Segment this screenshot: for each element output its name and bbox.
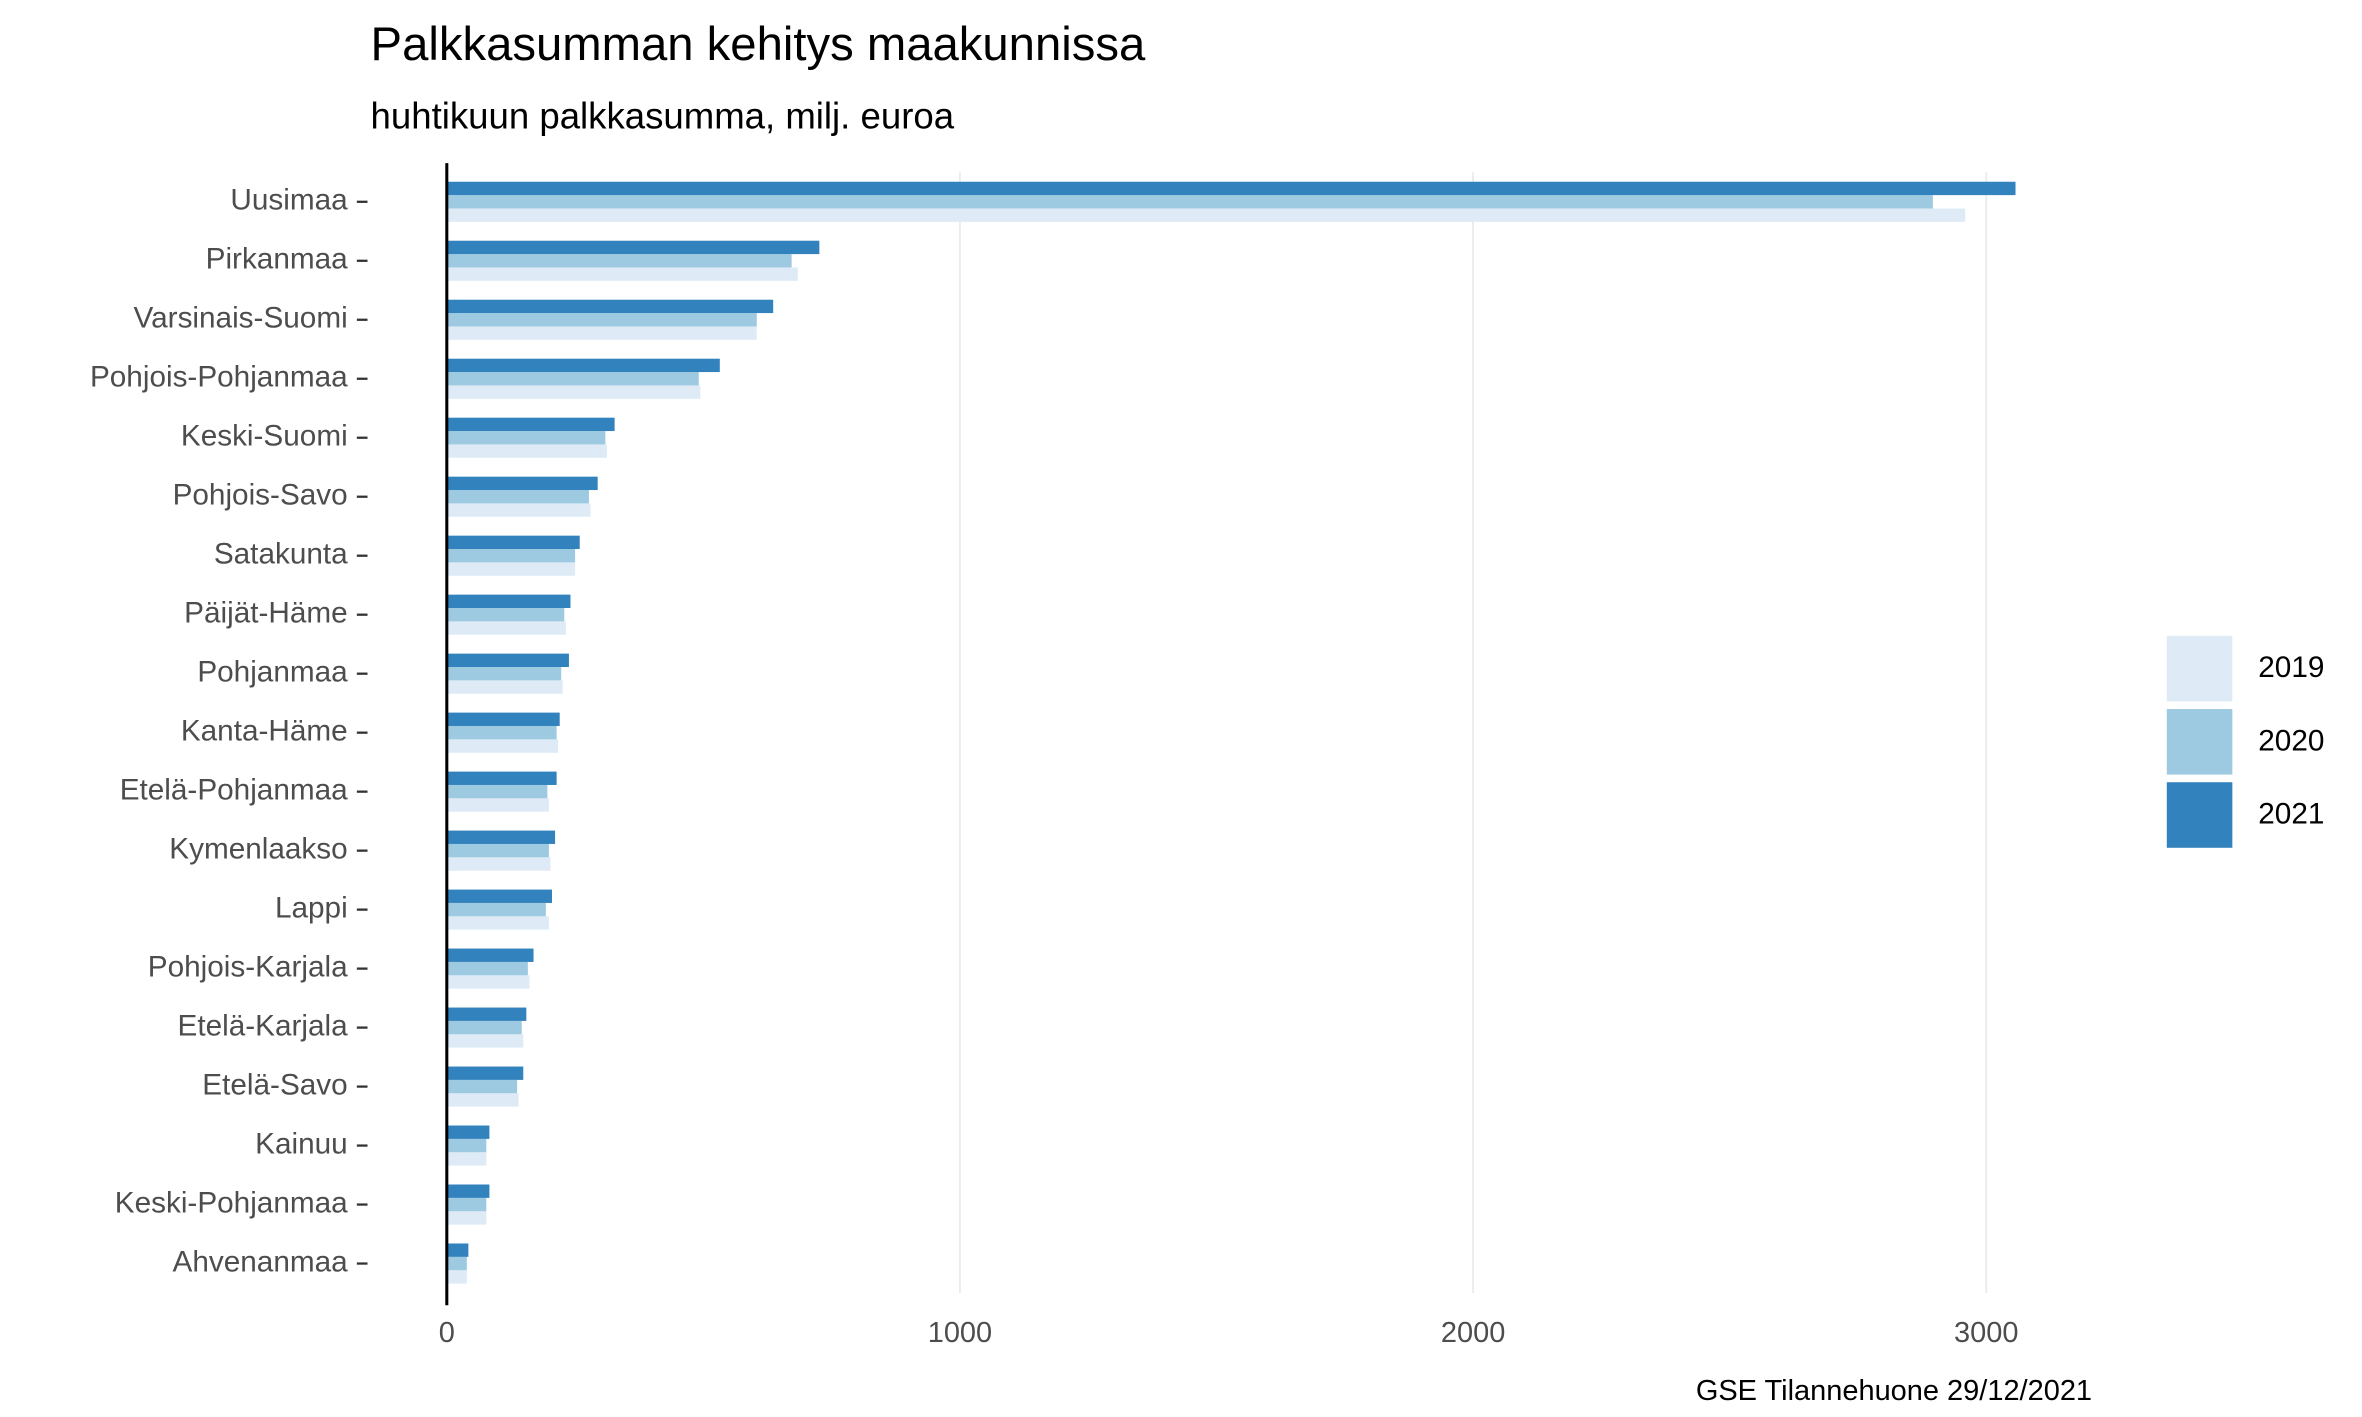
- bar: [446, 1007, 527, 1021]
- y-tick-label: Etelä-Karjala: [178, 1009, 349, 1042]
- bar: [446, 712, 560, 726]
- bar: [446, 385, 701, 399]
- chart-subtitle: huhtikuun palkkasumma, milj. euroa: [371, 96, 955, 137]
- bar: [446, 916, 549, 930]
- bar: [446, 444, 607, 458]
- bar: [446, 254, 792, 268]
- bar: [446, 372, 699, 386]
- bar: [446, 857, 551, 871]
- bar: [446, 1125, 490, 1139]
- bar: [446, 1184, 490, 1198]
- bar: [446, 666, 562, 681]
- bar: [446, 961, 528, 976]
- chart-title: Palkkasumman kehitys maakunnissa: [371, 18, 1146, 71]
- bar: [446, 358, 720, 373]
- bar: [446, 798, 549, 812]
- bar: [446, 1152, 487, 1166]
- legend-label: 2020: [2258, 724, 2324, 757]
- y-tick-label: Ahvenanmaa: [173, 1245, 349, 1278]
- bar: [446, 503, 591, 517]
- legend-label: 2019: [2258, 651, 2324, 684]
- y-tick-label: Varsinais-Suomi: [134, 302, 348, 335]
- bar: [446, 843, 549, 858]
- bar: [446, 267, 798, 281]
- y-tick-label: Lappi: [275, 891, 348, 924]
- bar: [446, 739, 559, 753]
- bar: [446, 594, 571, 609]
- bar: [446, 1066, 524, 1080]
- bar: [446, 1093, 519, 1107]
- bar: [446, 1138, 487, 1153]
- bar: [446, 830, 556, 844]
- bar: [446, 431, 606, 445]
- bar: [446, 549, 576, 563]
- bar: [446, 313, 757, 327]
- y-tick-label: Etelä-Savo: [202, 1068, 347, 1101]
- y-tick-label: Päijät-Häme: [184, 597, 348, 630]
- y-tick-label: Kainuu: [255, 1127, 348, 1160]
- bar: [446, 562, 576, 576]
- y-tick-label: Pohjois-Pohjanmaa: [90, 361, 348, 394]
- y-tick-label: Pohjois-Karjala: [148, 950, 348, 983]
- bar: [446, 948, 534, 962]
- y-tick-label: Kymenlaakso: [169, 832, 347, 865]
- bar: [446, 784, 548, 799]
- bar: [446, 771, 557, 785]
- bar: [446, 975, 530, 989]
- bar: [446, 725, 557, 740]
- y-tick-label: Keski-Pohjanmaa: [115, 1186, 348, 1219]
- bar: [446, 490, 589, 504]
- y-tick-label: Uusimaa: [230, 184, 348, 217]
- y-tick-label: Pohjois-Savo: [173, 479, 348, 512]
- bar: [446, 208, 1966, 222]
- x-tick-label: 0: [439, 1317, 455, 1349]
- bar: [446, 476, 598, 491]
- y-tick-label: Satakunta: [214, 538, 348, 571]
- bar: [446, 653, 569, 667]
- y-tick-label: Pohjanmaa: [197, 656, 348, 689]
- bar: [446, 326, 757, 340]
- x-tick-label: 1000: [928, 1317, 992, 1349]
- bar: [446, 1197, 487, 1212]
- bar: [446, 535, 580, 550]
- bar: [446, 181, 2016, 196]
- x-tick-label: 2000: [1441, 1317, 1505, 1349]
- bar: [446, 1020, 522, 1035]
- y-tick-label: Pirkanmaa: [206, 243, 349, 276]
- bar: [446, 889, 553, 903]
- caption: GSE Tilannehuone 29/12/2021: [1696, 1375, 2092, 1407]
- bar: [446, 902, 546, 917]
- bar: [446, 417, 615, 432]
- bar: [446, 240, 820, 255]
- y-tick-label: Kanta-Häme: [181, 715, 348, 748]
- bar: [446, 621, 566, 635]
- bar: [446, 1034, 524, 1048]
- bar: [446, 608, 565, 622]
- y-tick-label: Keski-Suomi: [181, 420, 348, 453]
- bar: [446, 1256, 467, 1271]
- x-tick-label: 3000: [1954, 1317, 2018, 1349]
- y-tick-label: Etelä-Pohjanmaa: [120, 774, 348, 807]
- bar: [446, 1079, 518, 1094]
- legend-key: [2166, 635, 2233, 702]
- legend-key: [2166, 709, 2233, 775]
- bar: [446, 680, 563, 694]
- bar: [446, 1243, 469, 1257]
- bar: [446, 1211, 487, 1225]
- legend-key: [2166, 782, 2233, 848]
- bar: [446, 1270, 467, 1284]
- legend-label: 2021: [2258, 798, 2324, 831]
- bar: [446, 299, 774, 314]
- bar: [446, 195, 1933, 209]
